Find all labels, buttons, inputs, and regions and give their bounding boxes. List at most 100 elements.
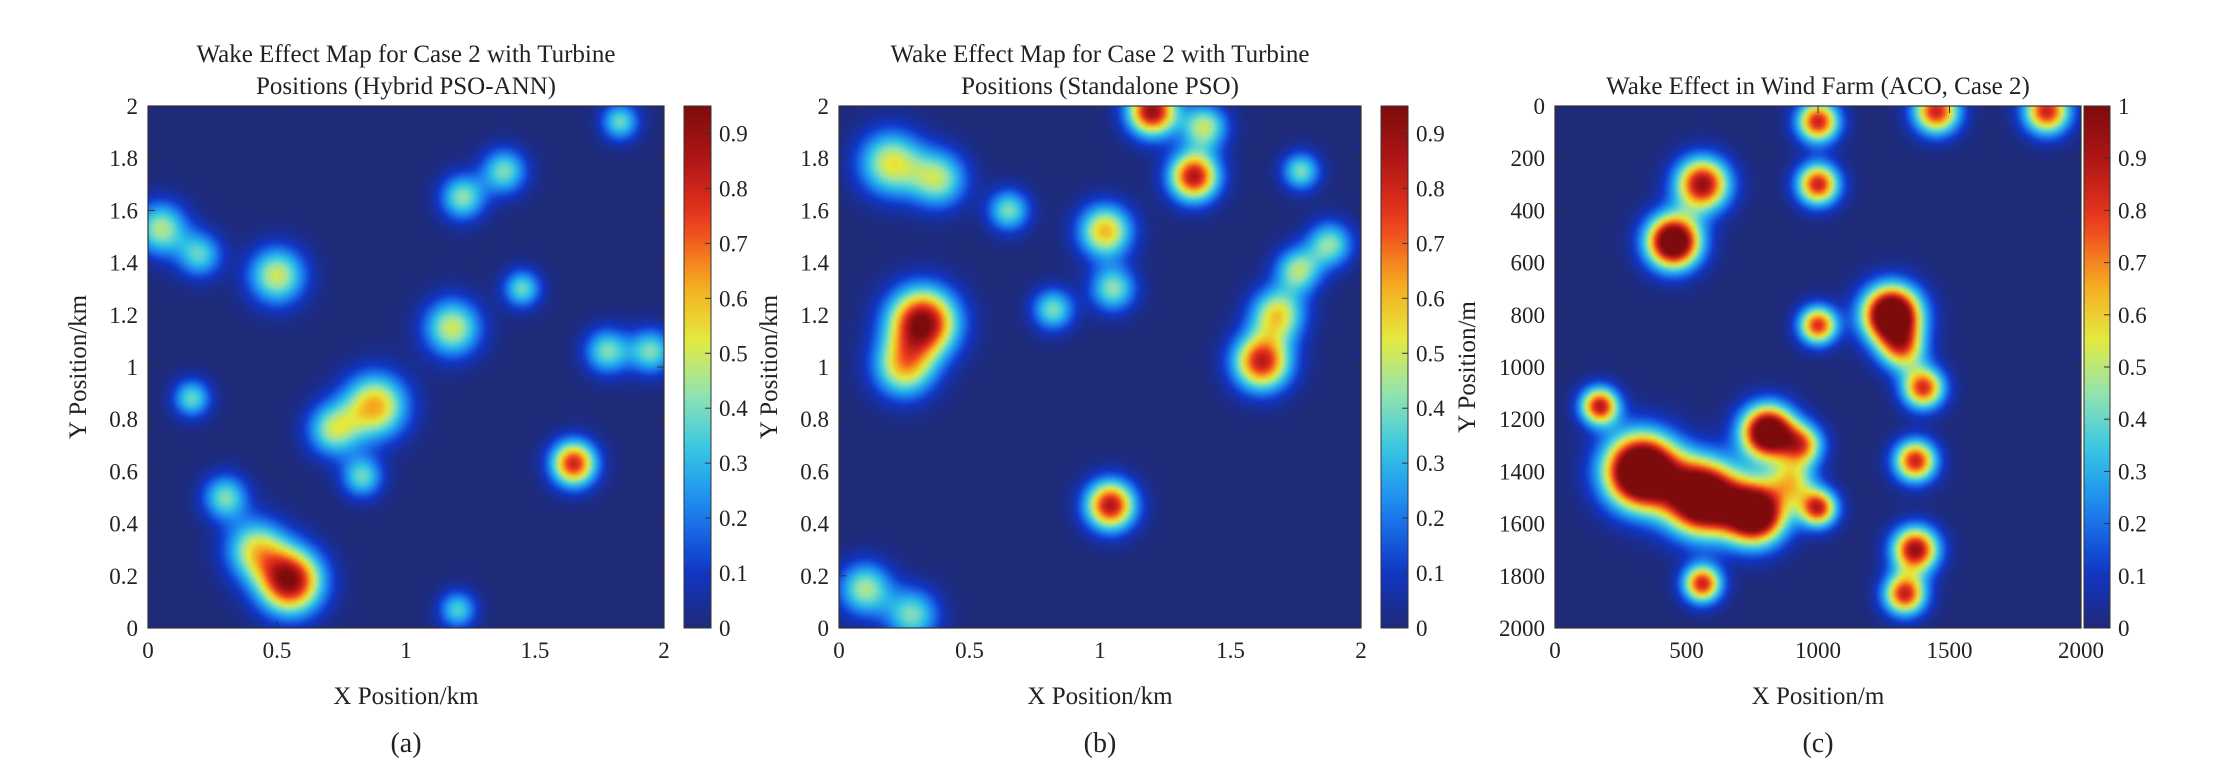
colorbar-tick-label: 0.2 bbox=[2118, 512, 2147, 537]
x-tick-label: 2000 bbox=[2058, 638, 2104, 663]
colorbar-tick-label: 0.6 bbox=[719, 286, 748, 311]
colorbar-tick-label: 0.4 bbox=[1416, 396, 1445, 421]
x-tick-label: 2 bbox=[658, 638, 670, 663]
y-tick-label: 1800 bbox=[1499, 564, 1545, 589]
panel-c: 0 500 1000 1500 2000020040060080010001200140… bbox=[1454, 73, 2147, 759]
heatmap-image bbox=[1555, 106, 2081, 628]
y-tick-label: 0.2 bbox=[800, 564, 829, 589]
y-tick-label: 2 bbox=[127, 94, 139, 119]
colorbar-tick-label: 0.7 bbox=[1416, 231, 1445, 256]
chart-title: Wake Effect in Wind Farm (ACO, Case 2) bbox=[1606, 73, 2030, 100]
colorbar-tick-label: 0.3 bbox=[1416, 451, 1445, 476]
colorbar-tick-label: 0.5 bbox=[719, 341, 748, 366]
panel-label: (b) bbox=[1084, 728, 1117, 759]
y-tick-label: 600 bbox=[1511, 251, 1546, 276]
colorbar-tick-label: 0.2 bbox=[719, 506, 748, 531]
y-tick-label: 0.4 bbox=[109, 512, 138, 537]
x-tick-label: 0.5 bbox=[263, 638, 292, 663]
heatmap-image bbox=[148, 106, 664, 628]
y-tick-label: 0 bbox=[1534, 94, 1546, 119]
colorbar-tick-label: 0.5 bbox=[1416, 341, 1445, 366]
colorbar-tick-label: 0.7 bbox=[2118, 251, 2147, 276]
y-tick-label: 1 bbox=[127, 355, 139, 380]
chart-title: Positions (Standalone PSO) bbox=[961, 73, 1239, 100]
y-tick-label: 0.8 bbox=[800, 407, 829, 432]
y-tick-label: 0 bbox=[818, 616, 830, 641]
colorbar-tick-label: 0.6 bbox=[1416, 286, 1445, 311]
chart-title: Wake Effect Map for Case 2 with Turbine bbox=[197, 41, 616, 68]
panel-label: (a) bbox=[390, 728, 421, 759]
heatmap-image bbox=[839, 106, 1361, 628]
x-tick-label: 0 bbox=[833, 638, 845, 663]
y-tick-label: 0.8 bbox=[109, 407, 138, 432]
x-tick-label: 0 bbox=[142, 638, 154, 663]
colorbar-tick-label: 0 bbox=[2118, 616, 2130, 641]
x-axis-label: X Position/km bbox=[333, 683, 479, 710]
y-axis-label: Y Position/km bbox=[756, 294, 783, 439]
y-tick-label: 1400 bbox=[1499, 459, 1545, 484]
colorbar-tick-label: 0.9 bbox=[719, 121, 748, 146]
x-axis-label: X Position/m bbox=[1752, 683, 1885, 710]
colorbar-tick-label: 0.1 bbox=[719, 561, 748, 586]
y-tick-label: 1.8 bbox=[109, 146, 138, 171]
colorbar-tick-label: 0.4 bbox=[2118, 407, 2147, 432]
colorbar-tick-label: 0 bbox=[1416, 616, 1428, 641]
y-tick-label: 400 bbox=[1511, 198, 1546, 223]
chart-title: Wake Effect Map for Case 2 with Turbine bbox=[891, 41, 1310, 68]
colorbar-tick-label: 0.2 bbox=[1416, 506, 1445, 531]
colorbar bbox=[1380, 105, 1409, 629]
colorbar-tick-label: 1 bbox=[2118, 94, 2130, 119]
colorbar-tick-label: 0.5 bbox=[2118, 355, 2147, 380]
colorbar-tick-label: 0.7 bbox=[719, 231, 748, 256]
y-tick-label: 0.2 bbox=[109, 564, 138, 589]
colorbar-tick-label: 0.9 bbox=[2118, 146, 2147, 171]
colorbar-tick-label: 0.9 bbox=[1416, 121, 1445, 146]
x-tick-label: 1.5 bbox=[521, 638, 550, 663]
y-tick-label: 0 bbox=[127, 616, 139, 641]
chart-title: Positions (Hybrid PSO-ANN) bbox=[256, 73, 556, 100]
y-tick-label: 1600 bbox=[1499, 512, 1545, 537]
y-tick-label: 1.4 bbox=[800, 251, 829, 276]
x-tick-label: 1 bbox=[1094, 638, 1106, 663]
y-tick-label: 0.6 bbox=[800, 459, 829, 484]
panel-b: 0 0.5 1 1.5 2 0 0.2 0.4 0.6 0.8 1 1.2 1.4 1.6 1.8 2 Wake… bbox=[756, 41, 1445, 759]
y-tick-label: 1.4 bbox=[109, 251, 138, 276]
colorbar-tick-label: 0.3 bbox=[2118, 459, 2147, 484]
panel-a: 0 0.5 1 1.5 2 0 0.2 0.4 0.6 0.8 1 1.2 1.4 1.6 1.8 2 Wake… bbox=[65, 41, 748, 759]
colorbar-tick-label: 0.4 bbox=[719, 396, 748, 421]
x-tick-label: 2 bbox=[1355, 638, 1367, 663]
y-tick-label: 1 bbox=[818, 355, 830, 380]
y-tick-label: 200 bbox=[1511, 146, 1546, 171]
x-axis-label: X Position/km bbox=[1027, 683, 1173, 710]
x-tick-label: 1500 bbox=[1927, 638, 1973, 663]
colorbar-tick-label: 0 bbox=[719, 616, 731, 641]
y-tick-label: 1000 bbox=[1499, 355, 1545, 380]
x-tick-label: 1000 bbox=[1795, 638, 1841, 663]
colorbar-tick-label: 0.1 bbox=[1416, 561, 1445, 586]
y-tick-label: 1.6 bbox=[800, 198, 829, 223]
y-tick-label: 1200 bbox=[1499, 407, 1545, 432]
colorbar-tick-label: 0.8 bbox=[1416, 176, 1445, 201]
x-tick-label: 0 bbox=[1549, 638, 1561, 663]
y-tick-label: 2 bbox=[818, 94, 830, 119]
x-tick-label: 0.5 bbox=[955, 638, 984, 663]
colorbar-tick-label: 0.3 bbox=[719, 451, 748, 476]
colorbar-tick-label: 0.6 bbox=[2118, 303, 2147, 328]
colorbar-tick-label: 0.1 bbox=[2118, 564, 2147, 589]
y-tick-label: 1.6 bbox=[109, 198, 138, 223]
y-tick-label: 1.2 bbox=[109, 303, 138, 328]
colorbar-tick-label: 0.8 bbox=[719, 176, 748, 201]
colorbar bbox=[683, 105, 712, 629]
y-tick-label: 1.8 bbox=[800, 146, 829, 171]
panel-label: (c) bbox=[1802, 728, 1833, 759]
y-axis-label: Y Position/km bbox=[65, 294, 92, 439]
x-tick-label: 1 bbox=[400, 638, 412, 663]
colorbar-tick-label: 0.8 bbox=[2118, 198, 2147, 223]
x-tick-label: 1.5 bbox=[1216, 638, 1245, 663]
y-tick-label: 0.4 bbox=[800, 512, 829, 537]
y-tick-label: 800 bbox=[1511, 303, 1546, 328]
y-tick-label: 1.2 bbox=[800, 303, 829, 328]
y-tick-label: 2000 bbox=[1499, 616, 1545, 641]
